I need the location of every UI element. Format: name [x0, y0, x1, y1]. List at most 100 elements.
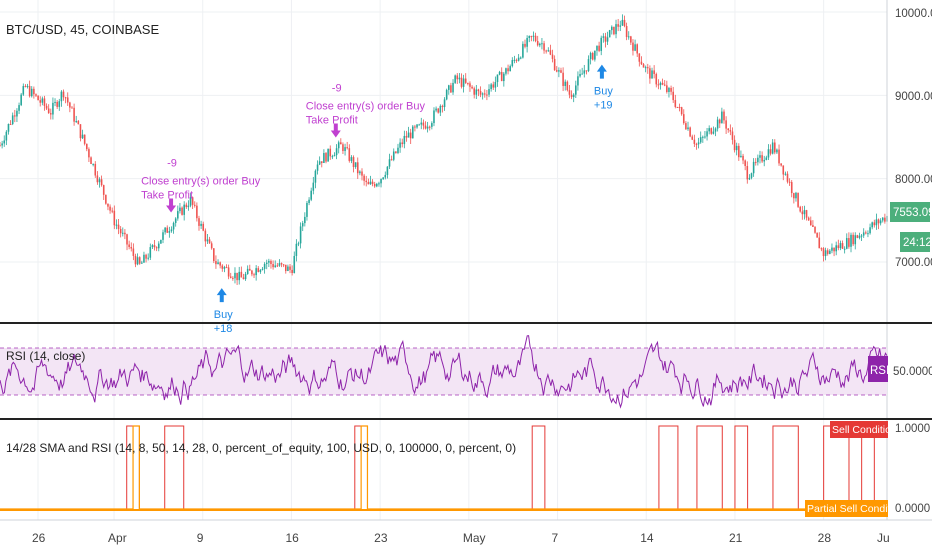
candle: [579, 69, 581, 78]
candle: [407, 126, 410, 138]
candle: [852, 232, 854, 247]
candle: [738, 143, 740, 161]
candle: [276, 263, 279, 268]
candle: [875, 213, 878, 230]
price-pane[interactable]: Buy +18 Buy +19 -9 Close entry(s) order Buy Ta…: [0, 14, 888, 335]
candle: [177, 205, 179, 221]
candle: [399, 138, 401, 153]
candle: [467, 82, 469, 86]
candle: [77, 120, 80, 125]
candle: [234, 267, 236, 284]
candle: [670, 85, 672, 95]
candle: [155, 246, 158, 252]
candle: [543, 40, 545, 54]
candle: [566, 80, 569, 92]
candle: [141, 260, 143, 264]
price-tick-10000: 10000.00: [895, 8, 932, 20]
candle: [871, 221, 873, 230]
candle: [835, 241, 837, 256]
candle: [547, 47, 550, 52]
candle: [526, 35, 528, 53]
candle: [18, 102, 20, 114]
candle: [94, 161, 97, 178]
candle: [149, 243, 152, 261]
candle: [64, 96, 67, 104]
candle: [646, 63, 649, 74]
candle: [708, 125, 710, 135]
candle: [435, 106, 437, 113]
candle: [591, 51, 594, 61]
candle: [335, 144, 338, 160]
candle: [111, 207, 113, 214]
candle: [213, 247, 215, 264]
candle: [778, 144, 780, 166]
time-tick: May: [463, 531, 486, 545]
candle: [259, 269, 262, 274]
candle: [416, 123, 418, 129]
candle: [33, 86, 35, 99]
candle: [604, 32, 607, 48]
candle: [240, 266, 243, 278]
time-axis[interactable]: 26 Apr 9 16 23 May 7 14 21 28 Ju: [0, 519, 932, 545]
candle: [522, 41, 524, 59]
candle: [47, 104, 50, 114]
candle: [541, 37, 543, 50]
candle: [26, 83, 29, 89]
candle: [799, 205, 802, 213]
candle: [316, 160, 319, 175]
svg-text:Close entry(s) order Buy: Close entry(s) order Buy: [306, 101, 426, 113]
candle: [380, 178, 382, 188]
candle: [128, 240, 130, 250]
candle: [210, 241, 213, 250]
candle: [505, 67, 507, 76]
candle: [528, 35, 531, 43]
candle: [160, 239, 162, 244]
candle: [812, 220, 814, 228]
candle: [56, 100, 58, 109]
candle: [244, 271, 247, 281]
candle: [841, 240, 844, 249]
rsi-band: [0, 348, 887, 395]
candle: [596, 45, 598, 56]
time-tick: 7: [552, 531, 559, 545]
candle: [642, 62, 645, 68]
rsi-pane[interactable]: RSI (14, close) RSI 50.0000: [0, 335, 932, 409]
price-axis[interactable]: 10000.00 9000.00 8000.00 7000.00 7553.09…: [886, 0, 932, 520]
candle: [301, 220, 304, 232]
candle: [121, 227, 124, 237]
candle: [740, 150, 742, 158]
candle: [282, 264, 285, 268]
candle: [814, 225, 816, 234]
candle: [373, 181, 376, 188]
candle: [809, 216, 812, 226]
candle: [81, 129, 84, 140]
rsi-title: RSI (14, close): [6, 349, 85, 363]
svg-text:RSI: RSI: [870, 365, 889, 377]
candle: [217, 259, 219, 265]
strategy-pane[interactable]: 14/28 SMA and RSI (14, 8, 50, 14, 28, 0,…: [0, 421, 930, 517]
candle: [706, 128, 708, 141]
candle: [253, 272, 255, 279]
candle: [238, 266, 241, 285]
candle: [384, 171, 387, 180]
candle: [477, 88, 480, 97]
candle: [145, 253, 147, 263]
candle: [676, 106, 679, 109]
candle: [274, 260, 277, 268]
candle: [473, 86, 475, 99]
candle: [479, 86, 482, 98]
time-tick: Apr: [108, 531, 127, 545]
candle: [90, 156, 92, 165]
candle: [623, 15, 626, 28]
candle: [481, 92, 484, 100]
candle: [7, 123, 10, 135]
time-tick: Ju: [877, 531, 890, 545]
svg-text:+18: +18: [214, 323, 233, 335]
candle: [524, 39, 526, 49]
candle: [615, 19, 617, 39]
candle: [884, 213, 886, 224]
candle: [793, 192, 795, 204]
candle: [181, 206, 183, 216]
